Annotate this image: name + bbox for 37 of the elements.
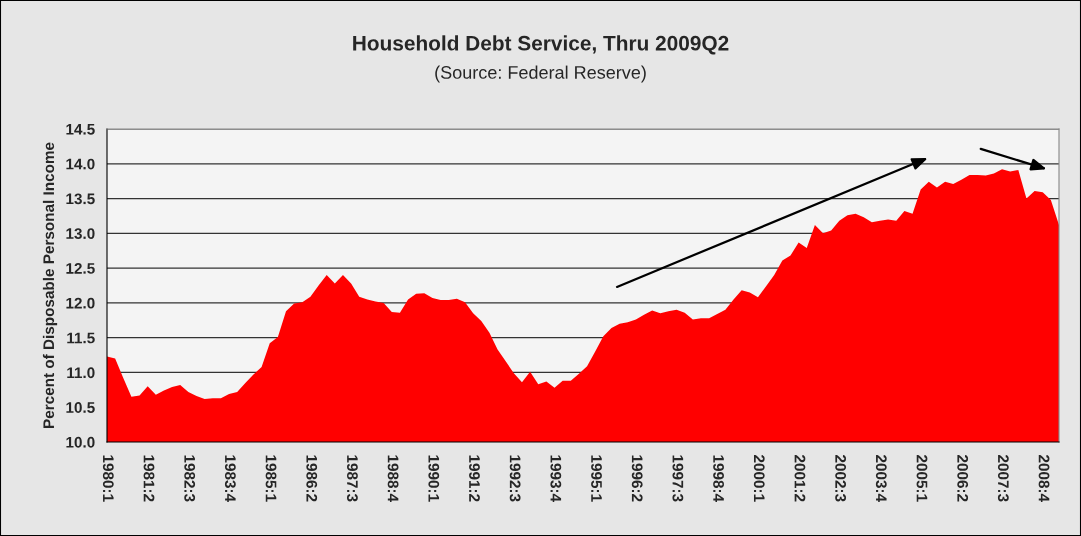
x-tick-label: 1986:2	[306, 455, 318, 502]
y-tick-label: 10.5	[66, 402, 95, 413]
y-tick-label: 14.0	[66, 158, 95, 170]
y-tick-label: 11.5	[67, 332, 95, 344]
x-tick-label: 1983:4	[224, 455, 236, 502]
x-tick-label: 1985:1	[265, 455, 277, 502]
x-tick-label: 1987:3	[346, 455, 358, 502]
x-tick-label: 1981:2	[143, 455, 155, 502]
x-tick-label: 2005:1	[916, 455, 928, 502]
x-tick-label: 2000:1	[753, 455, 765, 502]
x-tick-label: 1982:3	[184, 455, 196, 502]
x-tick-label: 1988:4	[387, 455, 399, 502]
y-axis-title: Percent of Disposable Personal Income	[42, 142, 58, 428]
y-tick-label: 13.5	[66, 193, 95, 205]
x-tick-label: 1980:1	[102, 455, 114, 502]
x-tick-label: 1998:4	[713, 455, 724, 502]
x-tick-label: 1996:2	[631, 455, 643, 502]
x-tick-label: 1991:2	[469, 455, 480, 502]
x-tick-label: 1997:3	[672, 455, 684, 502]
y-tick-label: 13.0	[66, 228, 95, 240]
x-tick-label: 2008:4	[1038, 455, 1050, 502]
y-tick-label: 10.0	[66, 436, 95, 448]
x-tick-label: 2001:2	[794, 455, 806, 502]
y-tick-label: 14.5	[66, 124, 95, 135]
x-tick-label: 2006:2	[957, 455, 969, 502]
x-tick-label: 2007:3	[997, 455, 1009, 502]
x-tick-label: 1995:1	[591, 455, 602, 502]
y-tick-label: 11.0	[67, 367, 95, 379]
x-tick-label: 1992:3	[509, 455, 521, 502]
x-tick-label: 1990:1	[428, 455, 440, 502]
chart-title: Household Debt Service, Thru 2009Q2	[353, 35, 729, 55]
x-tick-label: 2003:4	[875, 455, 887, 502]
y-tick-label: 12.0	[66, 297, 95, 309]
y-tick-label: 12.5	[66, 262, 95, 274]
x-tick-label: 1993:4	[550, 455, 562, 502]
chart-subtitle: (Source: Federal Reserve)	[435, 65, 646, 83]
x-tick-label: 2002:3	[835, 455, 847, 502]
